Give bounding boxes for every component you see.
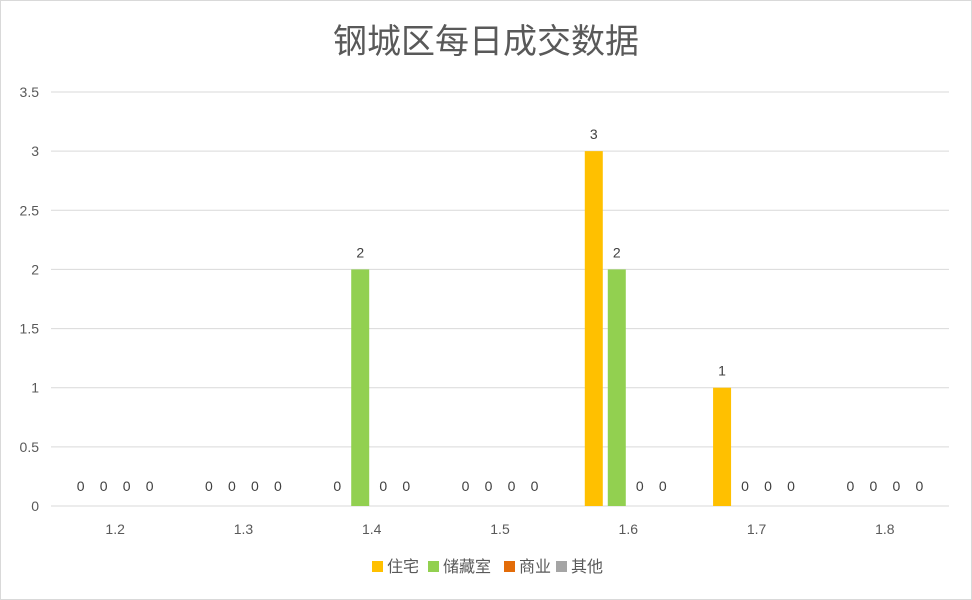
data-label: 0 (485, 478, 493, 494)
y-tick-label: 2.5 (20, 202, 40, 218)
data-label: 0 (787, 478, 795, 494)
x-tick-label: 1.8 (875, 521, 895, 537)
data-label: 2 (613, 244, 621, 260)
data-label: 1 (718, 363, 726, 379)
legend-swatch (428, 561, 439, 572)
legend-swatch (372, 561, 383, 572)
data-label: 0 (205, 478, 213, 494)
bar (584, 151, 603, 506)
data-label: 0 (892, 478, 900, 494)
x-tick-label: 1.7 (747, 521, 767, 537)
legend-item: 商业 (504, 557, 551, 576)
bars (351, 151, 732, 506)
data-label: 0 (659, 478, 667, 494)
y-tick-label: 0.5 (20, 439, 40, 455)
bar (607, 269, 626, 506)
x-tick-label: 1.4 (362, 521, 382, 537)
data-label: 0 (846, 478, 854, 494)
legend-label: 商业 (519, 557, 551, 576)
y-tick-label: 3 (31, 143, 39, 159)
data-label: 0 (274, 478, 282, 494)
data-label: 0 (531, 478, 539, 494)
data-label: 0 (333, 478, 341, 494)
y-tick-label: 1.5 (20, 321, 40, 337)
data-label: 0 (462, 478, 470, 494)
legend-swatch (504, 561, 515, 572)
x-tick-label: 1.2 (105, 521, 125, 537)
data-label: 0 (100, 478, 108, 494)
x-axis: 1.2 1.3 1.4 1.5 1.6 1.7 1.8 (105, 521, 894, 537)
legend-label: 储藏室 (443, 557, 491, 576)
legend-label: 住宅 (387, 557, 419, 576)
y-tick-label: 2 (31, 261, 39, 277)
x-tick-label: 1.5 (490, 521, 510, 537)
data-label: 0 (228, 478, 236, 494)
legend: 住宅 储藏室 商业 其他 (372, 557, 603, 576)
data-label: 0 (379, 478, 387, 494)
data-label: 0 (869, 478, 877, 494)
legend-item: 储藏室 (428, 557, 491, 576)
data-label: 0 (915, 478, 923, 494)
data-label: 0 (77, 478, 85, 494)
legend-label: 其他 (571, 557, 603, 576)
y-tick-label: 1 (31, 380, 39, 396)
legend-item: 其他 (556, 557, 603, 576)
y-tick-label: 3.5 (20, 84, 40, 100)
y-axis: 0 0.5 1 1.5 2 2.5 3 3.5 (20, 84, 40, 514)
data-label: 0 (508, 478, 516, 494)
data-label: 0 (741, 478, 749, 494)
data-label: 3 (590, 126, 598, 142)
data-label: 2 (356, 244, 364, 260)
data-label: 0 (636, 478, 644, 494)
gridlines (51, 91, 949, 507)
legend-item: 住宅 (372, 557, 419, 576)
data-label: 0 (251, 478, 259, 494)
y-tick-label: 0 (31, 498, 39, 514)
bar (713, 387, 732, 506)
x-tick-label: 1.3 (234, 521, 254, 537)
chart-title: 钢城区每日成交数据 (333, 22, 639, 62)
data-label: 0 (146, 478, 154, 494)
data-label: 0 (123, 478, 131, 494)
legend-swatch (556, 561, 567, 572)
data-label: 0 (402, 478, 410, 494)
x-tick-label: 1.6 (619, 521, 639, 537)
bar (351, 269, 370, 506)
data-label: 0 (764, 478, 772, 494)
